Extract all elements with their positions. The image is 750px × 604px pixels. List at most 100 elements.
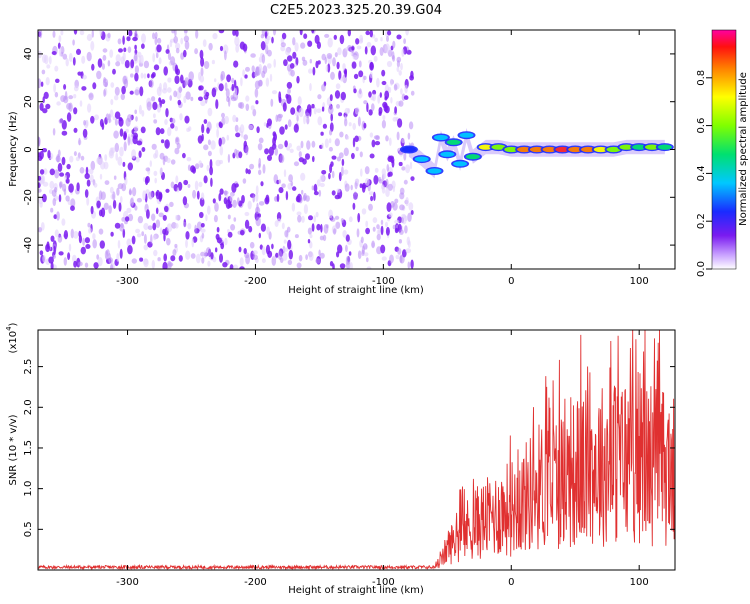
noise-speck bbox=[262, 65, 268, 74]
noise-speck bbox=[218, 83, 224, 92]
noise-speck bbox=[82, 237, 85, 246]
noise-speck bbox=[199, 75, 205, 83]
noise-speck bbox=[392, 185, 396, 193]
noise-speck bbox=[131, 235, 136, 245]
noise-speck bbox=[108, 253, 111, 263]
noise-speck bbox=[98, 190, 103, 201]
noise-speck bbox=[134, 89, 140, 96]
noise-speck bbox=[306, 140, 311, 150]
noise-speck bbox=[388, 86, 392, 94]
noise-speck bbox=[297, 215, 302, 223]
noise-speck bbox=[72, 57, 76, 66]
noise-speck bbox=[298, 157, 305, 163]
noise-speck bbox=[327, 37, 333, 48]
noise-speck bbox=[78, 137, 81, 146]
noise-speck bbox=[135, 228, 141, 234]
noise-speck bbox=[167, 127, 172, 137]
noise-speck bbox=[114, 142, 120, 153]
noise-speck bbox=[119, 248, 123, 259]
noise-speck bbox=[287, 239, 292, 250]
noise-speck bbox=[347, 108, 351, 114]
noise-speck bbox=[130, 59, 135, 69]
noise-speck bbox=[292, 186, 297, 191]
noise-speck bbox=[179, 113, 183, 121]
noise-speck bbox=[263, 122, 267, 127]
snr-xlabel: Height of straight line (km) bbox=[288, 585, 424, 596]
noise-speck bbox=[216, 226, 220, 233]
noise-speck bbox=[219, 122, 223, 129]
noise-speck bbox=[77, 71, 82, 76]
noise-speck bbox=[254, 71, 258, 78]
noise-speck bbox=[170, 56, 176, 66]
noise-speck bbox=[248, 124, 254, 130]
noise-speck bbox=[365, 227, 370, 235]
signal-core bbox=[414, 156, 429, 162]
noise-speck bbox=[233, 60, 239, 68]
noise-speck bbox=[370, 45, 376, 56]
noise-speck bbox=[52, 128, 56, 136]
noise-speck bbox=[328, 209, 333, 219]
noise-speck bbox=[84, 262, 89, 268]
noise-speck bbox=[265, 244, 271, 255]
noise-speck bbox=[386, 60, 393, 68]
noise-speck bbox=[141, 110, 145, 117]
noise-speck bbox=[213, 214, 218, 223]
noise-speck bbox=[223, 44, 229, 55]
noise-speck bbox=[347, 44, 352, 52]
noise-speck bbox=[183, 30, 188, 34]
noise-speck bbox=[96, 70, 102, 80]
noise-speck bbox=[129, 90, 134, 95]
noise-speck bbox=[58, 251, 64, 256]
noise-speck bbox=[274, 147, 279, 156]
noise-speck bbox=[180, 74, 184, 84]
noise-speck bbox=[343, 169, 349, 175]
noise-speck bbox=[251, 65, 255, 73]
noise-speck bbox=[410, 259, 414, 269]
noise-speck bbox=[369, 61, 374, 70]
noise-speck bbox=[127, 46, 132, 53]
noise-speck bbox=[93, 262, 99, 269]
noise-speck bbox=[124, 216, 130, 222]
noise-speck bbox=[392, 202, 398, 211]
noise-speck bbox=[273, 132, 277, 142]
noise-speck bbox=[369, 71, 373, 79]
noise-speck bbox=[159, 128, 165, 135]
noise-speck bbox=[261, 258, 266, 264]
noise-speck bbox=[352, 55, 358, 60]
noise-speck bbox=[311, 185, 315, 191]
noise-speck bbox=[390, 97, 393, 104]
noise-speck bbox=[401, 93, 406, 101]
noise-speck bbox=[254, 88, 259, 98]
noise-speck bbox=[104, 250, 109, 260]
noise-speck bbox=[121, 217, 126, 222]
noise-speck bbox=[148, 191, 154, 200]
snr-x-tick-label: -200 bbox=[244, 577, 267, 588]
noise-speck bbox=[79, 167, 85, 174]
noise-speck bbox=[296, 114, 299, 122]
noise-speck bbox=[239, 266, 245, 269]
noise-speck bbox=[355, 38, 360, 45]
noise-speck bbox=[363, 100, 368, 105]
noise-speck bbox=[163, 66, 168, 76]
noise-speck bbox=[234, 36, 240, 47]
noise-speck bbox=[287, 119, 292, 128]
noise-speck bbox=[385, 221, 388, 228]
noise-speck bbox=[288, 249, 293, 260]
noise-speck bbox=[145, 176, 150, 184]
noise-speck bbox=[136, 140, 143, 146]
noise-speck bbox=[88, 92, 94, 101]
noise-speck bbox=[53, 245, 56, 256]
noise-speck bbox=[151, 96, 156, 102]
noise-speck bbox=[162, 156, 166, 166]
noise-speck bbox=[328, 172, 331, 180]
noise-speck bbox=[56, 211, 60, 221]
noise-speck bbox=[249, 163, 255, 170]
noise-speck bbox=[329, 122, 334, 132]
noise-speck bbox=[385, 188, 390, 197]
noise-speck bbox=[380, 244, 386, 254]
noise-speck bbox=[150, 234, 153, 245]
noise-speck bbox=[264, 148, 270, 155]
noise-speck bbox=[131, 129, 135, 135]
